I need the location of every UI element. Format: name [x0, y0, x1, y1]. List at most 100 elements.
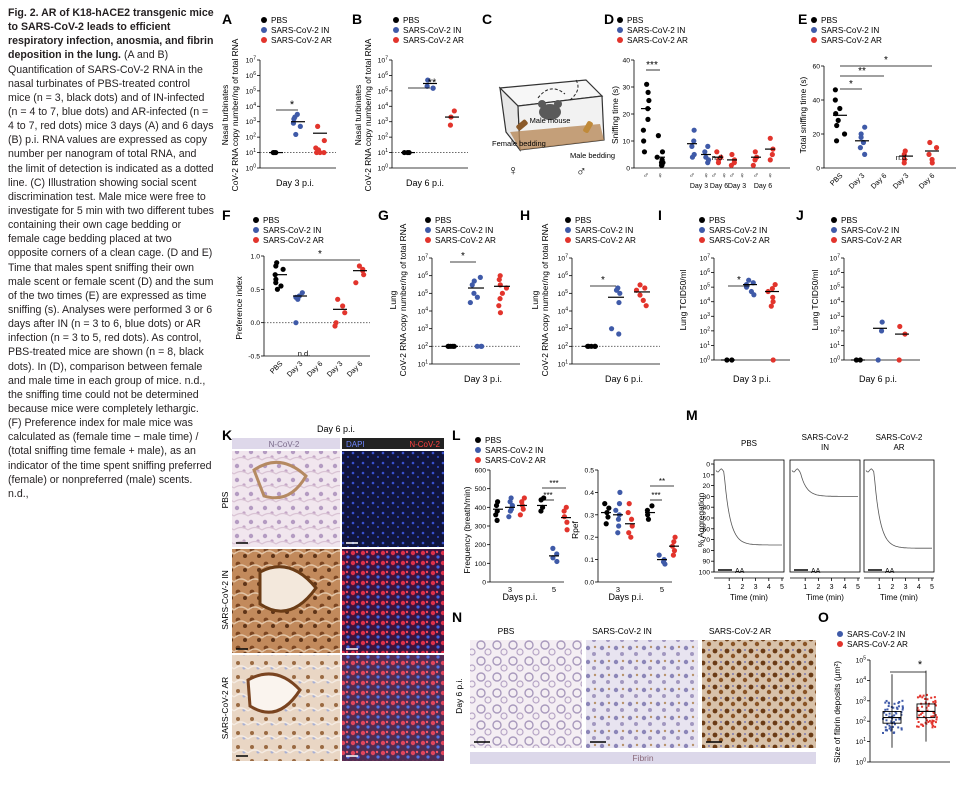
data-point	[471, 290, 477, 296]
data-point	[899, 717, 902, 720]
data-point	[833, 138, 840, 144]
tick-exponent: 4	[707, 297, 710, 303]
data-point	[602, 501, 608, 507]
y-tick-label: 101	[856, 737, 867, 746]
data-point	[932, 719, 935, 722]
y-tick-label: 100	[700, 356, 711, 365]
data-point	[507, 508, 513, 514]
y-tick-label: 40	[812, 98, 820, 105]
y-tick-label: 103	[830, 312, 841, 321]
data-point	[640, 297, 646, 303]
panel-g-ylabel-1: Lung	[388, 290, 398, 309]
aggregation-plot-title: IN	[821, 443, 829, 452]
data-point	[321, 149, 327, 156]
data-point	[626, 501, 632, 507]
fibrin-image-ar	[702, 640, 816, 748]
x-tick-label: 3	[904, 584, 908, 591]
legend-entry: SARS-CoV-2 AR	[271, 36, 332, 45]
data-point	[691, 127, 697, 133]
tick-exponent: 2	[425, 342, 428, 348]
panel-letter: G	[378, 207, 389, 223]
y-tick-label: 102	[558, 342, 569, 351]
data-point	[769, 285, 775, 292]
data-point	[770, 299, 776, 305]
data-point	[934, 721, 937, 724]
data-point	[934, 714, 937, 717]
tick-exponent: 7	[837, 254, 840, 260]
y-tick-label: 0.5	[251, 287, 261, 294]
data-point	[889, 726, 892, 729]
tick-exponent: 7	[425, 254, 428, 260]
legend-marker	[261, 17, 267, 23]
panel-letter: I	[658, 207, 662, 223]
data-point	[641, 138, 647, 144]
data-point	[925, 706, 928, 709]
x-tick-label: 2	[740, 584, 744, 591]
data-point	[615, 516, 622, 522]
data-point	[919, 713, 922, 716]
data-point	[897, 726, 900, 729]
panel-letter: L	[452, 427, 461, 443]
legend-entry: PBS	[575, 216, 592, 225]
tick-exponent: 6	[425, 271, 428, 277]
panel-f-ylabel: Preference index	[234, 276, 244, 340]
panel-j-ylabel: Lung TCID50/ml	[810, 269, 820, 330]
data-point	[927, 139, 933, 146]
data-point	[659, 149, 666, 155]
data-point	[888, 712, 891, 715]
significance-label: *	[737, 275, 741, 286]
data-point	[315, 147, 322, 153]
y-tick-label: 103	[378, 117, 389, 126]
panel-k-row-in: SARS-CoV-2 IN	[220, 570, 230, 630]
data-point	[517, 512, 523, 518]
airway-outline	[258, 565, 318, 613]
data-point	[917, 725, 920, 728]
data-point	[705, 143, 711, 149]
tick-exponent: 3	[425, 324, 428, 330]
data-point	[916, 696, 919, 699]
data-point	[898, 718, 901, 721]
panel-m-ylabel: % Aggregation	[696, 492, 706, 547]
data-point	[520, 506, 526, 512]
tick-exponent: 7	[565, 254, 568, 260]
data-point	[897, 702, 900, 705]
y-tick-label: 105	[246, 86, 257, 95]
data-point	[933, 696, 936, 699]
tick-exponent: 1	[565, 360, 568, 366]
sex-symbol: ♀	[739, 171, 745, 180]
legend-entry: SARS-CoV-2 IN	[847, 630, 905, 639]
ihc-image-pbs	[232, 451, 340, 547]
data-point	[273, 280, 279, 286]
sex-symbol: ♂	[689, 171, 695, 180]
data-point	[637, 292, 643, 298]
data-point	[273, 263, 279, 269]
y-tick-label: 100	[856, 758, 867, 767]
data-point	[474, 343, 480, 349]
legend-marker	[811, 37, 817, 43]
data-point	[332, 323, 338, 329]
panel-b-significance: **	[428, 77, 437, 89]
legend-entry: PBS	[841, 216, 858, 225]
data-point	[928, 719, 931, 722]
tick-exponent: 1	[863, 737, 866, 743]
female-symbol: ♀	[508, 162, 519, 178]
panel-l-xlabel-2: Days p.i.	[608, 592, 643, 602]
data-point	[425, 77, 431, 83]
y-tick-label: 107	[378, 56, 389, 65]
x-tick-label: Day 3	[728, 183, 746, 190]
y-tick-label: 30	[622, 85, 630, 92]
x-tick-label: 5	[930, 584, 934, 591]
tick-exponent: 0	[707, 356, 710, 362]
female-tube-icon	[516, 119, 528, 131]
data-point	[934, 725, 937, 728]
tick-exponent: 4	[565, 307, 568, 313]
panel-n-title-in: SARS-CoV-2 IN	[592, 626, 652, 636]
tick-exponent: 4	[837, 297, 840, 303]
legend-marker	[475, 457, 481, 463]
data-point	[918, 714, 921, 717]
y-tick-label: 107	[246, 56, 257, 65]
data-point	[930, 721, 933, 724]
